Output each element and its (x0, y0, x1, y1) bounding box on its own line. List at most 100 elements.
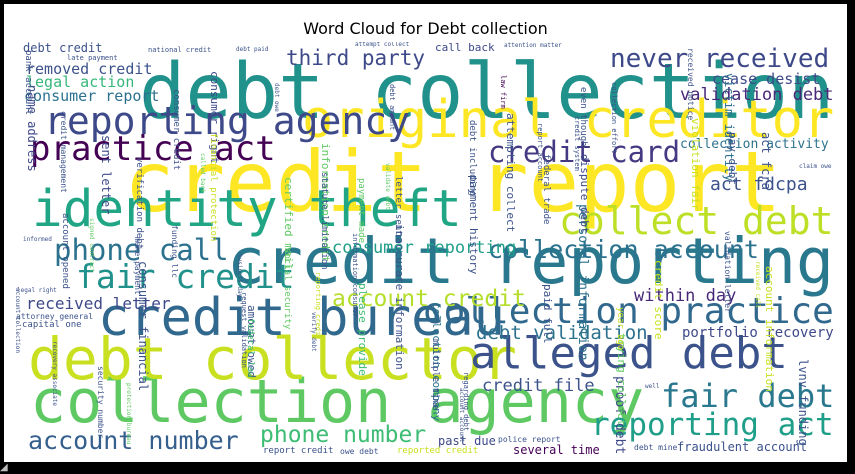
word-cloud-word: debt paid (236, 46, 269, 53)
word-cloud-word: credit reporting (227, 225, 834, 298)
word-cloud-word: reporting credit (314, 272, 322, 340)
word-cloud-word: information consumer (351, 233, 359, 318)
word-cloud-word: practice act (30, 129, 276, 169)
word-cloud-word: debt including (467, 120, 477, 196)
word-cloud-word: portfolio recovery (682, 325, 834, 341)
word-cloud-word: personal information (575, 204, 590, 361)
word-cloud-word: well (645, 383, 660, 390)
word-cloud-word: consumer report (24, 87, 160, 105)
word-cloud-word: account information (763, 266, 776, 392)
word-cloud-word: credit score (652, 260, 665, 340)
word-cloud-word: consumer right (208, 71, 221, 164)
figure-canvas: Word Cloud for Debt collection credit re… (4, 4, 847, 462)
word-cloud-word: capital one (22, 320, 82, 330)
word-cloud-word: debt credit (23, 42, 103, 55)
word-cloud-word: credit system (573, 116, 581, 171)
word-cloud-word: consumer credit (171, 89, 181, 171)
word-cloud-word: debt mine (634, 443, 678, 452)
word-cloud-word: claim owe (799, 163, 832, 170)
word-cloud-word: funding llc (170, 225, 179, 278)
word-cloud-word: validation letter (723, 231, 732, 313)
word-cloud-word: sent letter (99, 135, 113, 215)
word-cloud-word: credit file (482, 376, 595, 396)
word-cloud-word: protection bureau (125, 383, 132, 445)
word-cloud-word: collection effort (610, 82, 618, 154)
word-cloud-word: collection agency (30, 367, 645, 437)
word-cloud-word: proof debt (612, 376, 627, 455)
word-cloud-word: act fcra (759, 132, 773, 190)
word-cloud-word: several time (513, 443, 600, 456)
word-cloud-word: past due (438, 434, 496, 448)
word-cloud-word: late payment (67, 54, 118, 62)
word-cloud-word: make payment (133, 237, 142, 295)
word-cloud-word: removed credit (26, 60, 153, 78)
word-cloud-word: debt validation (476, 322, 648, 344)
word-cloud-word: police report (498, 435, 561, 444)
word-cloud-word: reported credit (397, 446, 479, 456)
word-cloud-word: credit card (488, 135, 681, 169)
word-cloud-word: call back (435, 42, 495, 54)
word-cloud-word: validation debt (680, 85, 834, 105)
word-cloud-word: fraudulent account (677, 440, 808, 454)
word-cloud-word: amount owed (245, 305, 258, 378)
word-cloud-word: collect debt (559, 199, 834, 243)
word-cloud-word: letter sent (393, 176, 403, 236)
word-cloud-word: please provide (356, 283, 369, 376)
word-cloud-word: informed (23, 236, 52, 243)
word-cloud-word: lvnv funding (796, 359, 810, 446)
word-cloud-word: debt collection (139, 48, 834, 137)
word-cloud-word: collection account (488, 235, 759, 264)
word-cloud: credit report debt collection credit repor… (14, 42, 834, 456)
word-cloud-word: phone number (260, 422, 427, 448)
word-cloud-word: debt amount (388, 84, 396, 131)
word-cloud-word: debt owe (273, 83, 280, 112)
word-cloud-word: victim identity (722, 73, 736, 182)
word-cloud-word: name address (25, 85, 39, 172)
word-cloud-word: information credit (319, 143, 332, 263)
word-cloud-word: credit management (59, 111, 68, 193)
word-cloud-word: account number (28, 426, 239, 455)
word-cloud-word: never received (610, 44, 830, 74)
word-cloud-word: alleged debt (470, 328, 788, 379)
word-cloud-word: pay debt (726, 132, 739, 185)
word-cloud-word: paid full (541, 284, 554, 344)
word-cloud-word: consumer financial (136, 261, 150, 392)
word-cloud-word: phone call (54, 233, 229, 267)
word-cloud-word: payment history (467, 175, 480, 275)
word-cloud-word: federal law (245, 318, 255, 378)
word-cloud-word: certified mail (282, 177, 295, 270)
word-cloud-word: received letter (26, 294, 171, 313)
word-cloud-word: federal trade (541, 154, 551, 225)
word-cloud-word: attempting collect (504, 113, 517, 233)
word-cloud-word: dispute debt (578, 154, 591, 234)
word-cloud-word: law firm (499, 75, 507, 109)
word-cloud-word: national credit (148, 46, 212, 54)
word-cloud-word: reporting act (591, 407, 834, 443)
word-cloud-word: original creditor (302, 90, 834, 150)
word-cloud-word: legal action (26, 73, 135, 91)
word-cloud-word: statute limitation (319, 172, 329, 270)
word-cloud-word: financial protection (208, 133, 218, 242)
word-cloud-word: consumer reporting (332, 238, 517, 258)
word-cloud-word: account account (458, 388, 465, 443)
word-cloud-word: multiple time (430, 339, 440, 410)
word-cloud-word: social security (282, 248, 292, 330)
word-cloud-word: reporting agency (44, 99, 411, 143)
expand-corner-icon: ◢ (0, 462, 8, 473)
word-cloud-word: business day (236, 254, 243, 298)
word-cloud-word: inaccurate information (393, 224, 406, 370)
word-cloud-word: cease desist (712, 70, 821, 88)
word-cloud-word: attention matter (504, 42, 562, 49)
word-cloud-word: security number (96, 366, 105, 439)
word-cloud-word: attorney general (16, 312, 94, 321)
word-cloud-word: act fdcpa (710, 174, 808, 195)
word-cloud-word: within day (634, 286, 737, 306)
word-cloud-word: received notice (686, 48, 695, 121)
word-cloud-word: third party (286, 46, 426, 70)
word-cloud-word: collection company (430, 302, 443, 422)
word-cloud-word: account collection (14, 288, 21, 354)
word-cloud-word: request validation (240, 292, 248, 368)
word-cloud-word: credit report (124, 133, 782, 231)
word-cloud-word: violation fair (689, 118, 702, 211)
